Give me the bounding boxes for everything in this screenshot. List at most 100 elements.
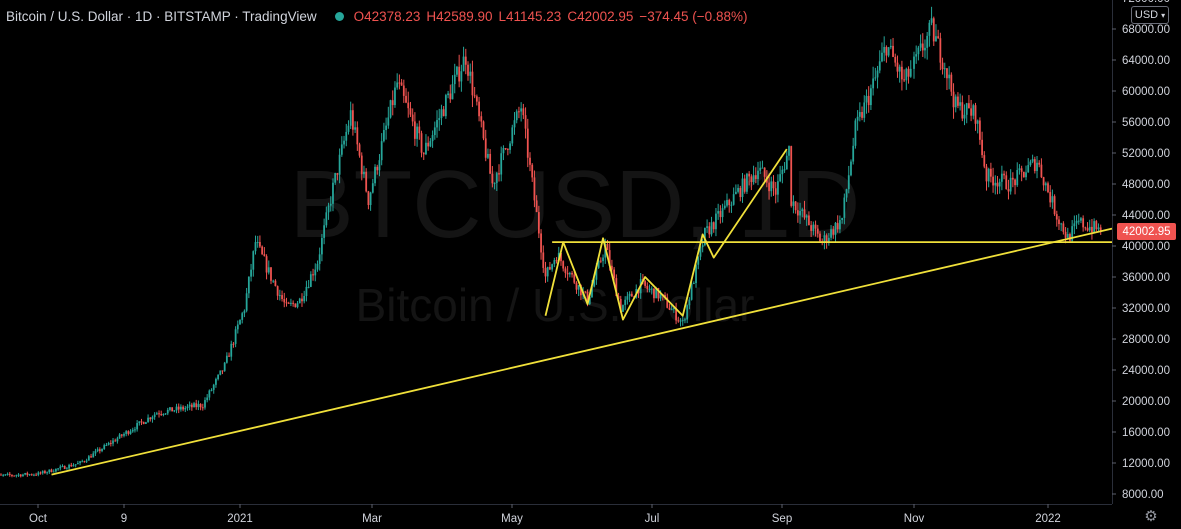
candle-body <box>420 133 423 153</box>
candle-body <box>839 220 841 230</box>
candle-body <box>743 178 746 192</box>
candle-body <box>471 71 474 96</box>
candle <box>763 167 766 182</box>
candle <box>668 303 671 311</box>
candle <box>935 24 937 42</box>
candle-body <box>763 167 766 177</box>
candle <box>13 475 16 477</box>
time-scale[interactable]: Oct 9 2021 Mar May Jul Sep Nov 2022 <box>0 504 1112 529</box>
candle <box>761 160 764 169</box>
candle <box>712 221 715 233</box>
candle-body <box>332 182 334 204</box>
candle <box>345 123 348 147</box>
candle-body <box>493 182 496 184</box>
candle-body <box>622 305 624 312</box>
candle-body <box>792 201 795 206</box>
candle <box>932 16 935 46</box>
candle <box>816 224 819 238</box>
candle-body <box>728 199 731 206</box>
candle-body <box>540 233 542 253</box>
candle <box>850 159 852 177</box>
candle <box>160 410 163 417</box>
candle-body <box>741 178 744 198</box>
candle <box>1000 165 1003 191</box>
candle-body <box>946 68 948 79</box>
candle <box>371 178 374 194</box>
candle-body <box>723 205 726 209</box>
candle-body <box>867 95 870 106</box>
candle <box>915 45 918 64</box>
candle <box>1053 194 1056 216</box>
candle-body <box>217 374 220 380</box>
candle <box>1011 172 1014 188</box>
candle-body <box>672 308 675 310</box>
gear-icon[interactable]: ⚙ <box>1144 508 1158 525</box>
candle <box>1029 159 1032 167</box>
price-scale[interactable]: 8000.00 12000.00 16000.00 20000.00 24000.00 2… <box>1112 0 1181 529</box>
candle-body <box>814 224 817 229</box>
candle-body <box>586 291 589 305</box>
candle <box>158 410 160 418</box>
trend-line-drawing <box>51 227 1113 476</box>
candle <box>356 121 359 151</box>
candle <box>134 426 136 433</box>
candle <box>294 303 297 308</box>
candle <box>1031 154 1034 164</box>
candle <box>1049 185 1052 208</box>
candle-body <box>438 118 441 121</box>
candle-body <box>57 468 59 470</box>
candle-body <box>358 144 361 156</box>
candle-body <box>193 403 195 408</box>
candle-body <box>160 414 163 416</box>
candle-body <box>241 313 244 320</box>
candle-body <box>830 229 832 238</box>
candle-body <box>537 212 540 234</box>
candle-body <box>453 74 456 85</box>
candle-body <box>626 296 629 300</box>
candle-body <box>905 68 908 81</box>
candle-body <box>134 429 136 431</box>
last-price-badge: 42002.95 <box>1117 223 1176 240</box>
price-tick-label: 60000.00 <box>1122 86 1170 98</box>
candle-body <box>491 173 494 184</box>
candle <box>781 165 784 184</box>
symbol-title[interactable]: Bitcoin / U.S. Dollar · 1D · BITSTAMP · … <box>6 8 317 24</box>
candle-body <box>480 116 483 122</box>
candle <box>823 231 826 250</box>
candle <box>462 46 465 72</box>
candle <box>1040 158 1043 179</box>
candle-body <box>151 417 154 420</box>
candle <box>679 318 682 327</box>
candle-body <box>1088 226 1091 231</box>
candle-body <box>655 288 658 299</box>
candle <box>699 246 702 261</box>
candle-body <box>1009 177 1012 192</box>
candle <box>1027 158 1030 173</box>
candle-body <box>409 108 412 115</box>
candle <box>757 161 759 186</box>
candle-body <box>562 261 565 269</box>
candle-body <box>580 285 582 296</box>
candle <box>730 201 733 213</box>
candle-body <box>1073 223 1076 227</box>
market-status-icon <box>334 11 344 21</box>
candle <box>909 60 912 78</box>
candle-body <box>252 251 255 270</box>
candle <box>458 54 461 88</box>
candle <box>109 440 112 447</box>
candle-body <box>511 127 514 144</box>
currency-selector[interactable]: USD ▾ <box>1131 6 1169 24</box>
candle <box>327 202 330 220</box>
candle <box>544 261 547 283</box>
candle <box>892 37 894 58</box>
candle-body <box>90 456 92 458</box>
candle <box>175 403 178 414</box>
drawing-layer[interactable] <box>51 148 1113 476</box>
candle-body <box>498 173 500 175</box>
candle-body <box>941 62 944 70</box>
candle-body <box>1091 226 1093 233</box>
candle <box>210 388 213 392</box>
candle <box>555 257 558 264</box>
candle <box>819 231 821 242</box>
